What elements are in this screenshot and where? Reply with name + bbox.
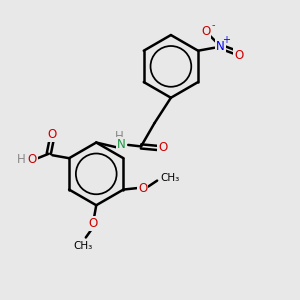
Text: O: O bbox=[28, 153, 37, 166]
Text: O: O bbox=[234, 49, 244, 62]
Text: O: O bbox=[47, 128, 56, 141]
Text: N: N bbox=[216, 40, 225, 53]
Text: -: - bbox=[211, 20, 215, 30]
Text: N: N bbox=[117, 138, 126, 152]
Text: H: H bbox=[16, 153, 26, 166]
Text: +: + bbox=[222, 35, 230, 45]
Text: O: O bbox=[201, 25, 210, 38]
Text: CH₃: CH₃ bbox=[73, 241, 92, 251]
Text: O: O bbox=[88, 217, 98, 230]
Text: CH₃: CH₃ bbox=[160, 172, 179, 183]
Text: O: O bbox=[138, 182, 147, 195]
Text: H: H bbox=[115, 130, 124, 143]
Text: O: O bbox=[158, 141, 167, 154]
